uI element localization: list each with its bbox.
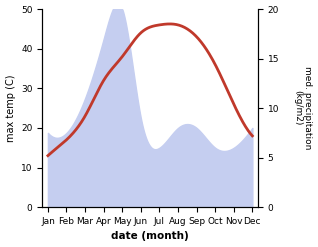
X-axis label: date (month): date (month)	[111, 231, 189, 242]
Y-axis label: med. precipitation
(kg/m2): med. precipitation (kg/m2)	[293, 66, 313, 150]
Y-axis label: max temp (C): max temp (C)	[5, 74, 16, 142]
